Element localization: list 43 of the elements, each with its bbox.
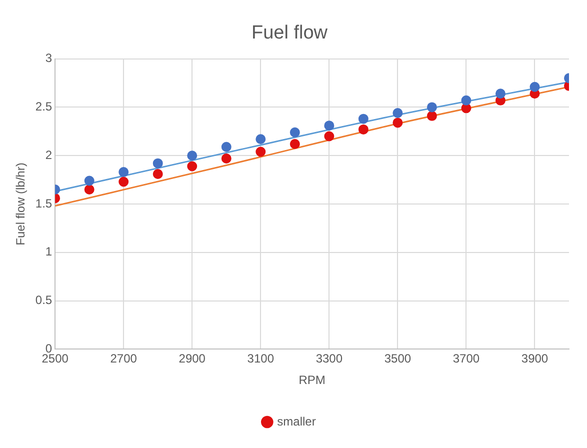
x-tick-label: 2500 bbox=[42, 352, 69, 366]
point bbox=[495, 88, 506, 99]
chart-title: Fuel flow bbox=[251, 22, 328, 44]
point bbox=[392, 118, 403, 128]
y-tick-label: 2.5 bbox=[35, 100, 52, 114]
x-tick-label: 3500 bbox=[384, 352, 412, 366]
point bbox=[530, 82, 540, 92]
y-tick-label: 3 bbox=[45, 51, 52, 66]
point bbox=[290, 138, 300, 149]
y-tick-label: 2 bbox=[45, 148, 52, 162]
point bbox=[358, 124, 368, 134]
point bbox=[358, 114, 368, 124]
point bbox=[152, 168, 163, 179]
point bbox=[221, 142, 232, 152]
legend-label: smaller bbox=[277, 414, 316, 428]
point bbox=[118, 176, 129, 187]
x-tick-label: 3300 bbox=[316, 352, 343, 366]
point bbox=[290, 127, 300, 138]
y-axis-title: Fuel flow (lb/hr) bbox=[14, 162, 28, 246]
x-axis-title: RPM bbox=[298, 373, 326, 388]
y-tick-label: 1 bbox=[45, 244, 52, 259]
point bbox=[84, 176, 94, 186]
y-tick-label: 0.5 bbox=[35, 293, 52, 308]
point bbox=[392, 108, 403, 118]
point bbox=[426, 110, 437, 121]
x-tick-label: 2900 bbox=[178, 352, 206, 366]
point bbox=[187, 161, 198, 172]
point bbox=[84, 184, 94, 194]
point bbox=[426, 102, 437, 112]
point bbox=[256, 134, 266, 144]
point bbox=[324, 120, 334, 131]
point bbox=[221, 154, 232, 164]
y-tick-label: 1.5 bbox=[35, 196, 52, 210]
point bbox=[324, 131, 334, 142]
x-tick-label: 3700 bbox=[452, 352, 480, 366]
point bbox=[187, 150, 198, 161]
point bbox=[461, 95, 472, 106]
x-tick-label: 2700 bbox=[110, 352, 138, 366]
x-tick-label: 3900 bbox=[521, 352, 548, 366]
x-tick-label: 3100 bbox=[247, 352, 274, 366]
point bbox=[256, 146, 266, 157]
point bbox=[118, 167, 129, 178]
point bbox=[152, 158, 163, 168]
